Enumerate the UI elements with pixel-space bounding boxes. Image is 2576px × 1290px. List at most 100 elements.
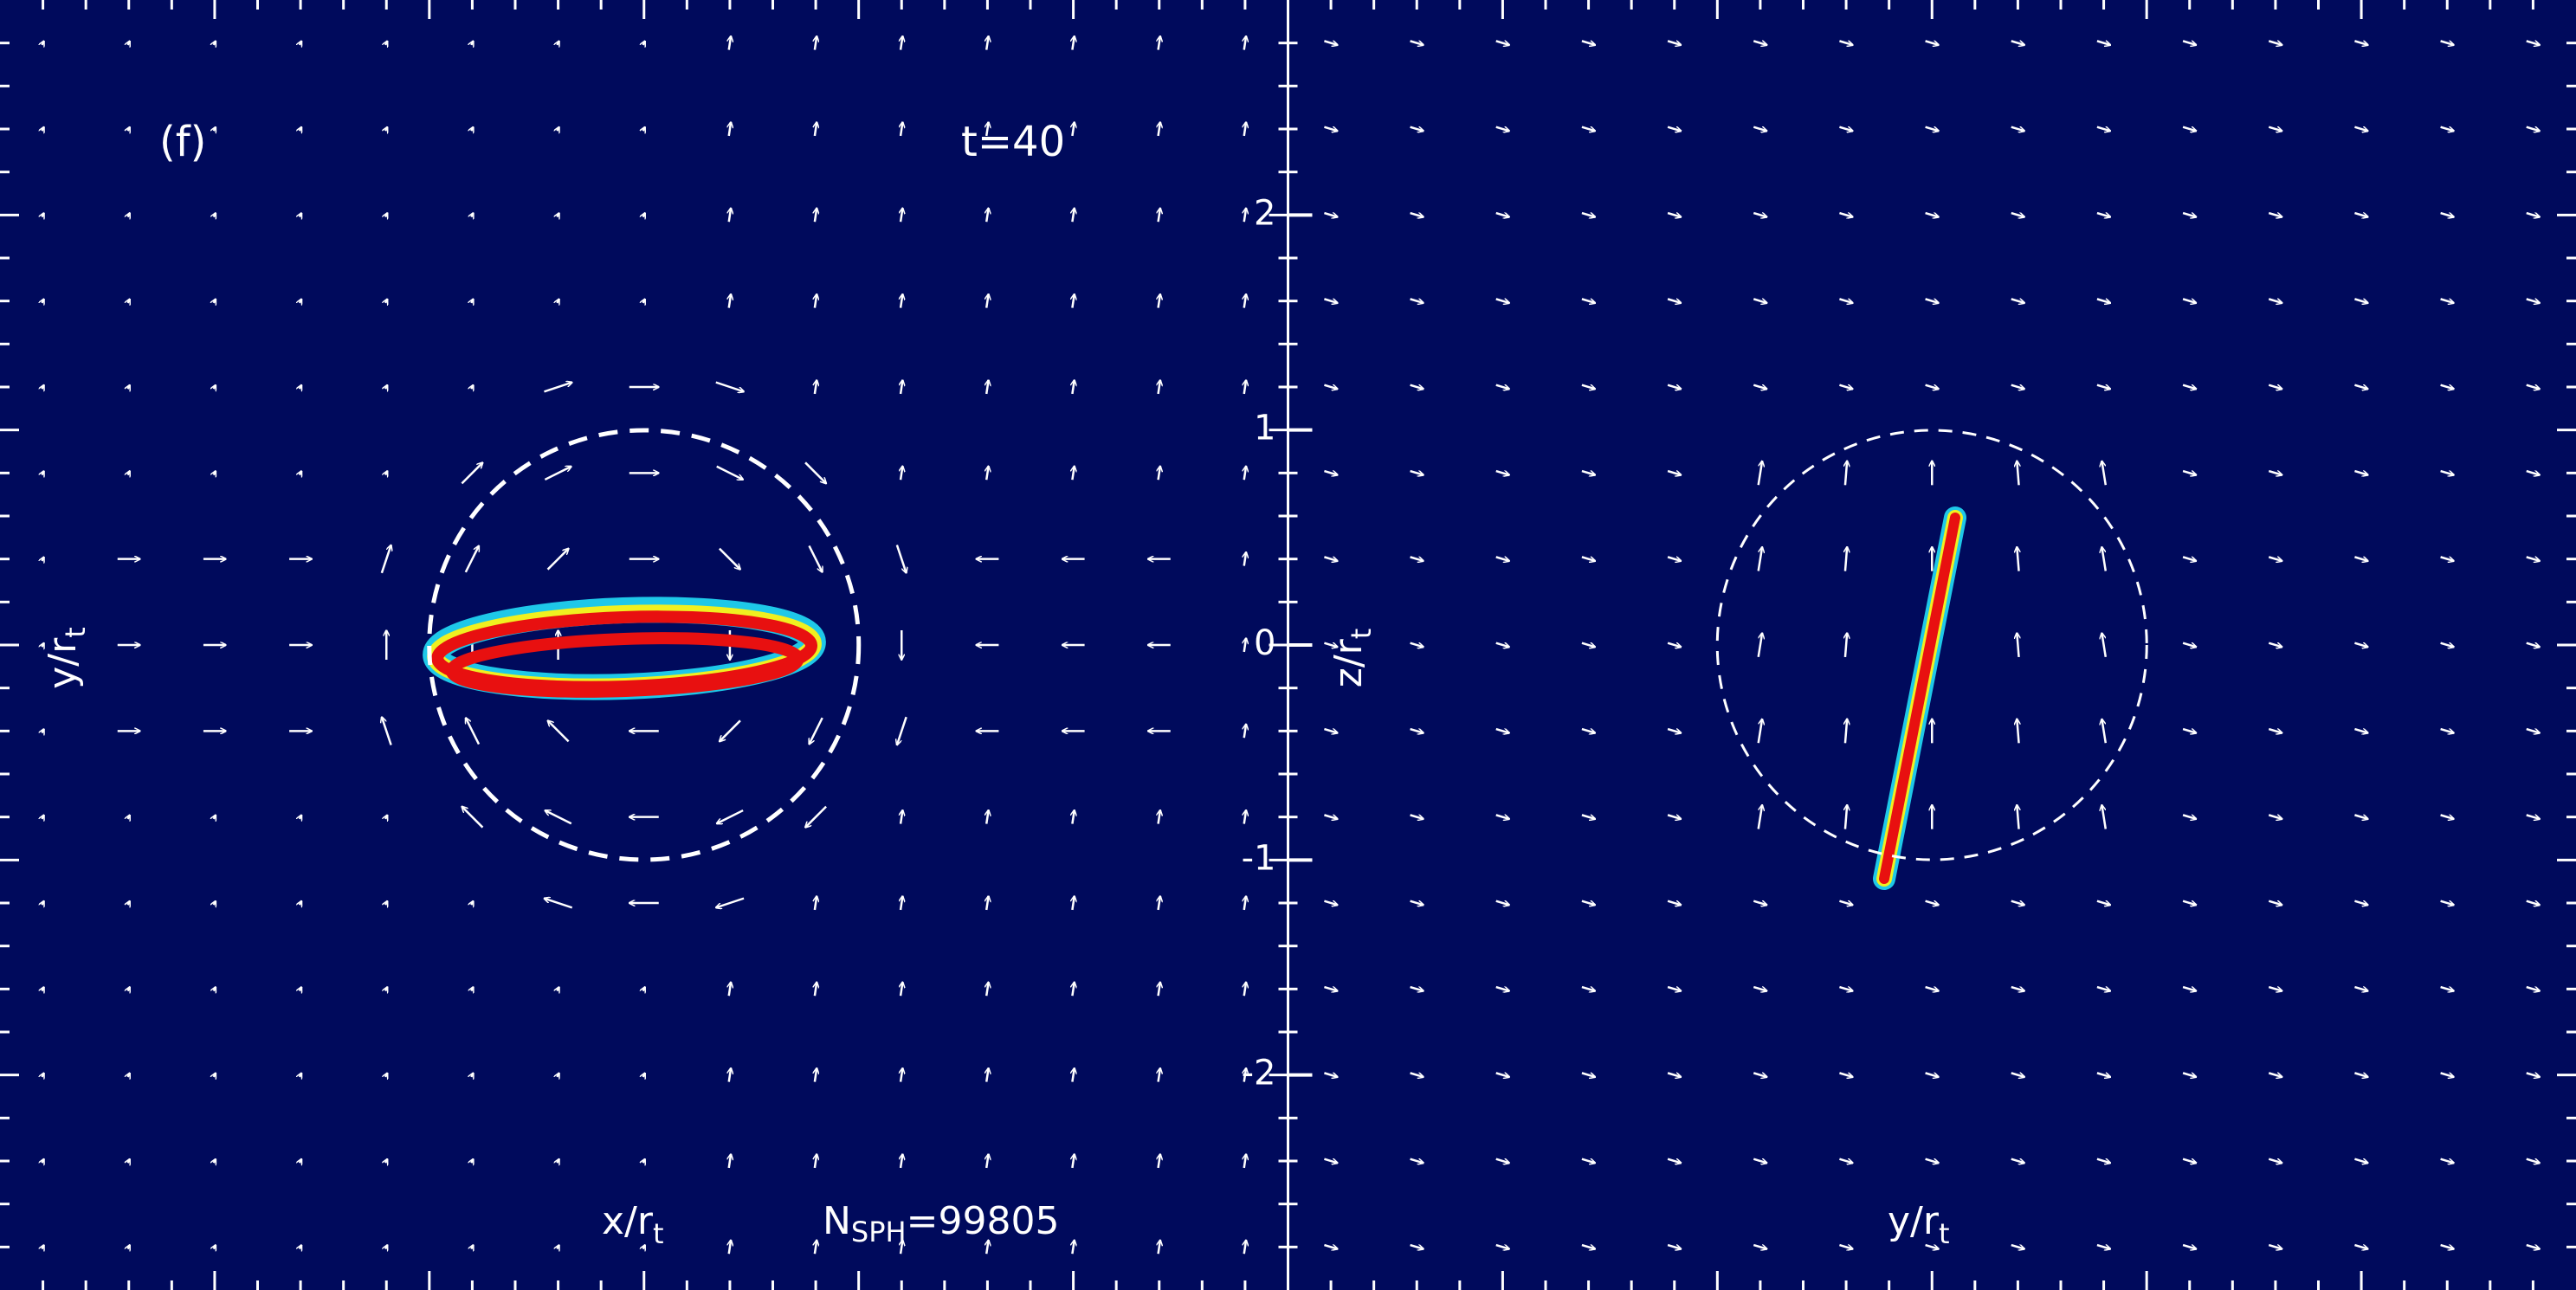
velocity-arrow xyxy=(1410,727,1424,733)
velocity-arrow xyxy=(1324,211,1337,217)
velocity-arrow xyxy=(1159,122,1160,137)
velocity-arrow xyxy=(1324,1072,1337,1077)
velocity-arrow xyxy=(300,299,303,302)
velocity-arrow xyxy=(2182,298,2196,303)
velocity-arrow xyxy=(2440,384,2454,390)
velocity-arrow xyxy=(1159,1068,1160,1082)
velocity-arrow xyxy=(986,294,988,308)
velocity-arrow xyxy=(128,987,131,990)
velocity-arrow xyxy=(2182,384,2196,390)
velocity-arrow xyxy=(2182,126,2196,132)
velocity-arrow xyxy=(716,897,745,908)
velocity-arrow xyxy=(1072,1068,1074,1082)
velocity-arrow xyxy=(214,471,217,474)
velocity-arrow xyxy=(1757,633,1762,658)
velocity-arrow xyxy=(1753,1243,1766,1249)
velocity-arrow xyxy=(1495,40,1509,45)
velocity-arrow xyxy=(42,815,45,818)
velocity-arrow xyxy=(2268,727,2282,733)
velocity-arrow xyxy=(1667,40,1681,45)
velocity-arrow xyxy=(557,127,560,131)
velocity-arrow xyxy=(2354,126,2367,132)
velocity-arrow xyxy=(300,1159,303,1163)
velocity-arrow xyxy=(1753,126,1766,132)
velocity-arrow xyxy=(128,815,131,818)
velocity-arrow xyxy=(2096,900,2110,906)
velocity-arrow xyxy=(300,901,303,905)
velocity-arrow xyxy=(815,380,817,395)
velocity-arrow xyxy=(1495,298,1509,303)
velocity-arrow xyxy=(1667,814,1681,819)
velocity-arrow xyxy=(1410,1072,1424,1077)
velocity-arrow xyxy=(42,127,45,131)
velocity-arrow xyxy=(643,1159,646,1163)
velocity-arrow xyxy=(1324,985,1337,991)
velocity-arrow xyxy=(643,127,646,131)
velocity-arrow xyxy=(1753,384,1766,390)
velocity-arrow xyxy=(986,1240,988,1255)
velocity-arrow xyxy=(2526,384,2540,390)
velocity-arrow xyxy=(464,545,481,573)
velocity-arrow xyxy=(2011,126,2024,132)
velocity-arrow xyxy=(1581,1072,1595,1077)
velocity-arrow xyxy=(2101,719,2108,744)
velocity-arrow xyxy=(815,1154,817,1169)
velocity-arrow xyxy=(1839,40,1852,45)
velocity-arrow xyxy=(729,36,731,50)
velocity-arrow xyxy=(42,213,45,216)
velocity-arrow xyxy=(1753,1158,1766,1164)
velocity-arrow xyxy=(300,987,303,990)
velocity-arrow xyxy=(1495,556,1509,561)
velocity-arrow xyxy=(729,208,731,223)
velocity-arrow xyxy=(1757,805,1762,829)
velocity-arrow xyxy=(1753,40,1766,45)
velocity-arrow xyxy=(2011,1072,2024,1077)
velocity-arrow xyxy=(2440,642,2454,648)
velocity-arrow xyxy=(1495,900,1509,906)
panel-background xyxy=(0,0,1288,1290)
velocity-arrow xyxy=(1667,1158,1681,1164)
velocity-arrow xyxy=(385,41,389,44)
velocity-arrow xyxy=(1072,1240,1074,1255)
tidal-radius xyxy=(427,428,862,862)
velocity-arrow xyxy=(557,213,560,216)
velocity-arrow xyxy=(1753,900,1766,906)
velocity-arrow xyxy=(1495,727,1509,733)
velocity-arrow xyxy=(471,901,475,905)
velocity-arrow xyxy=(901,294,902,308)
velocity-arrow xyxy=(557,987,560,990)
velocity-arrow xyxy=(815,294,817,308)
velocity-arrow xyxy=(42,1073,45,1076)
velocity-arrow xyxy=(544,899,573,909)
velocity-arrow xyxy=(1839,384,1852,390)
velocity-arrow xyxy=(1244,380,1246,395)
velocity-arrow xyxy=(557,1245,560,1248)
velocity-arrow xyxy=(2268,642,2282,648)
velocity-arrow xyxy=(128,1159,131,1163)
time-annotation: t=40 xyxy=(961,118,1065,166)
velocity-arrow xyxy=(300,41,303,44)
velocity-arrow xyxy=(2182,1243,2196,1249)
velocity-arrow xyxy=(214,987,217,990)
velocity-arrow xyxy=(1845,547,1847,571)
velocity-arrow xyxy=(300,213,303,216)
velocity-arrow xyxy=(1495,1158,1509,1164)
velocity-arrow xyxy=(1072,1154,1074,1169)
velocity-arrow xyxy=(1925,298,1939,303)
velocity-arrow xyxy=(1753,298,1766,303)
y-tick-label: -2 xyxy=(1242,1054,1276,1093)
velocity-arrow xyxy=(1925,384,1939,390)
velocity-arrow xyxy=(1495,985,1509,991)
particle-count: NSPH=99805 xyxy=(823,1199,1059,1248)
velocity-arrow xyxy=(471,1073,475,1076)
velocity-arrow xyxy=(1839,211,1852,217)
velocity-arrow xyxy=(2526,298,2540,303)
velocity-arrow xyxy=(2101,547,2108,571)
velocity-arrow xyxy=(2101,461,2108,486)
velocity-arrow xyxy=(1839,900,1852,906)
velocity-arrow xyxy=(42,385,45,389)
velocity-arrow xyxy=(1581,1158,1595,1164)
velocity-arrow xyxy=(42,41,45,44)
velocity-arrow xyxy=(380,545,391,574)
velocity-arrow xyxy=(1159,294,1160,308)
